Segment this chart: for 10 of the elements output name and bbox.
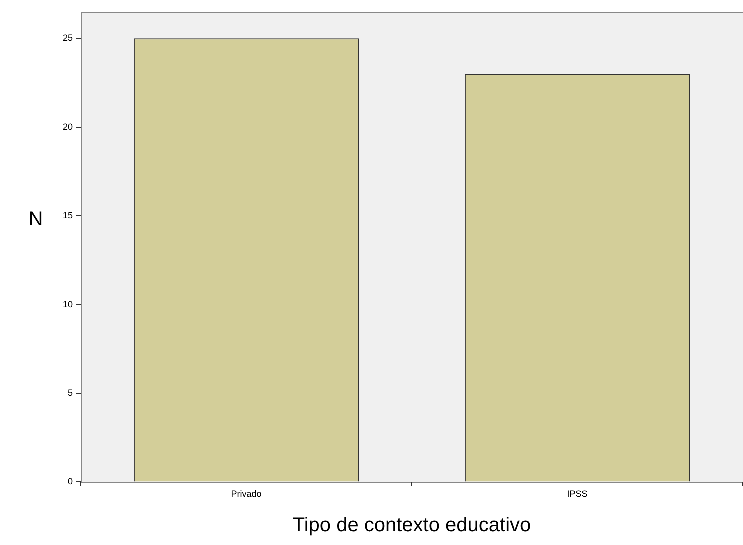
y-tick-label: 15 [62, 210, 74, 221]
y-tick-label: 5 [68, 388, 74, 398]
x-tick-label: IPSS [567, 489, 588, 500]
y-tick-label: 20 [62, 122, 74, 132]
y-tick-label: 25 [62, 33, 74, 44]
y-tick-label: 0 [68, 476, 74, 487]
y-tick-label: 10 [62, 299, 74, 310]
y-axis-title: N [28, 208, 44, 231]
x-axis-title: Tipo de contexto educativo [292, 514, 532, 537]
x-tick-label: Privado [231, 489, 262, 500]
